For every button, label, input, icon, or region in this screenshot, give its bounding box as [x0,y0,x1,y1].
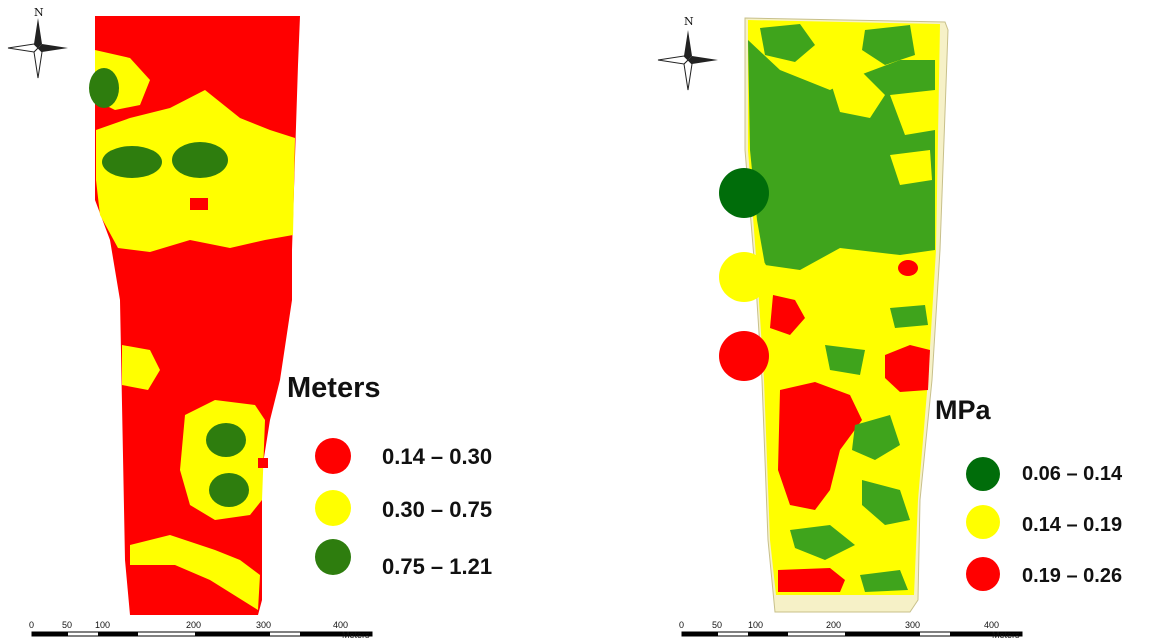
red-zone-bottom [778,568,845,592]
side-dot-red [719,331,769,381]
green-zone-5 [209,473,249,507]
scale-tick-300: 300 [256,620,272,630]
red-speck [258,458,268,468]
scale-tick-50: 50 [712,620,723,630]
red-zone-left [770,295,805,335]
scale-bar [681,631,1023,637]
scale-tick-200: 200 [826,620,842,630]
scale-tick-100: 100 [95,620,111,630]
green-zone-low-2 [790,525,855,560]
green-zone-mid-1 [890,305,928,328]
scale-tick-200: 200 [186,620,202,630]
green-zone-top-right [862,25,915,65]
green-zone-1 [89,68,119,108]
scale-tick-400: 400 [333,620,349,630]
red-speck [190,198,208,210]
right-field-map [657,17,1023,637]
scale-tick-0: 0 [29,620,35,630]
green-zone-mid-2 [825,345,865,375]
red-zone-lower [778,382,862,510]
left-map-panel: N 0 50 100 200 300 400 Meters Meters 0.1… [0,0,560,643]
legend-label: 0.30 – 0.75 [382,497,493,522]
scale-tick-0: 0 [679,620,685,630]
yellow-zone-mid [122,345,160,390]
legend-label: 0.06 – 0.14 [1022,463,1123,485]
legend-swatch-green [315,539,351,575]
green-zone-low-1 [862,480,910,525]
legend-title: Meters [287,372,381,404]
legend-label: 0.75 – 1.21 [382,554,493,579]
legend-swatch-red [966,557,1000,591]
scale-bar [31,631,373,637]
left-field-map [7,16,373,637]
legend-swatch-green [966,457,1000,491]
scale-tick-100: 100 [748,620,764,630]
red-zone-small [898,260,918,276]
side-dot-yellow [719,252,769,302]
scale-tick-50: 50 [62,620,73,630]
green-zone-3 [172,142,228,178]
side-dot-green [719,168,769,218]
yellow-zone-inner-2 [890,90,935,135]
yellow-zone-inner [830,70,885,118]
legend-label: 0.14 – 0.19 [1022,514,1123,536]
legend-swatch-yellow [966,505,1000,539]
legend-label: 0.14 – 0.30 [382,444,493,469]
yellow-zone-inner-3 [890,150,932,185]
scale-tick-400: 400 [984,620,1000,630]
scale-tick-300: 300 [905,620,921,630]
red-zone-right [885,345,930,392]
legend-label: 0.19 – 0.26 [1022,565,1123,587]
north-label: N [684,15,694,28]
legend-title: MPa [935,395,991,425]
green-zone-mid-3 [852,415,900,460]
north-arrow-icon [7,18,68,79]
green-zone-2 [102,146,162,178]
scale-unit: Meters [342,630,370,640]
green-zone-low-3 [860,570,908,592]
right-map-panel: N 0 50 100 200 300 400 Meters MPa 0.06 –… [600,0,1166,643]
green-zone-4 [206,423,246,457]
green-zone-upper [748,40,935,270]
yellow-zone-bottom [130,535,260,610]
north-label: N [34,6,44,19]
green-zone-top [760,24,815,62]
legend-swatch-red [315,438,351,474]
scale-unit: Meters [992,630,1020,640]
north-arrow-icon [657,30,718,91]
legend-swatch-yellow [315,490,351,526]
